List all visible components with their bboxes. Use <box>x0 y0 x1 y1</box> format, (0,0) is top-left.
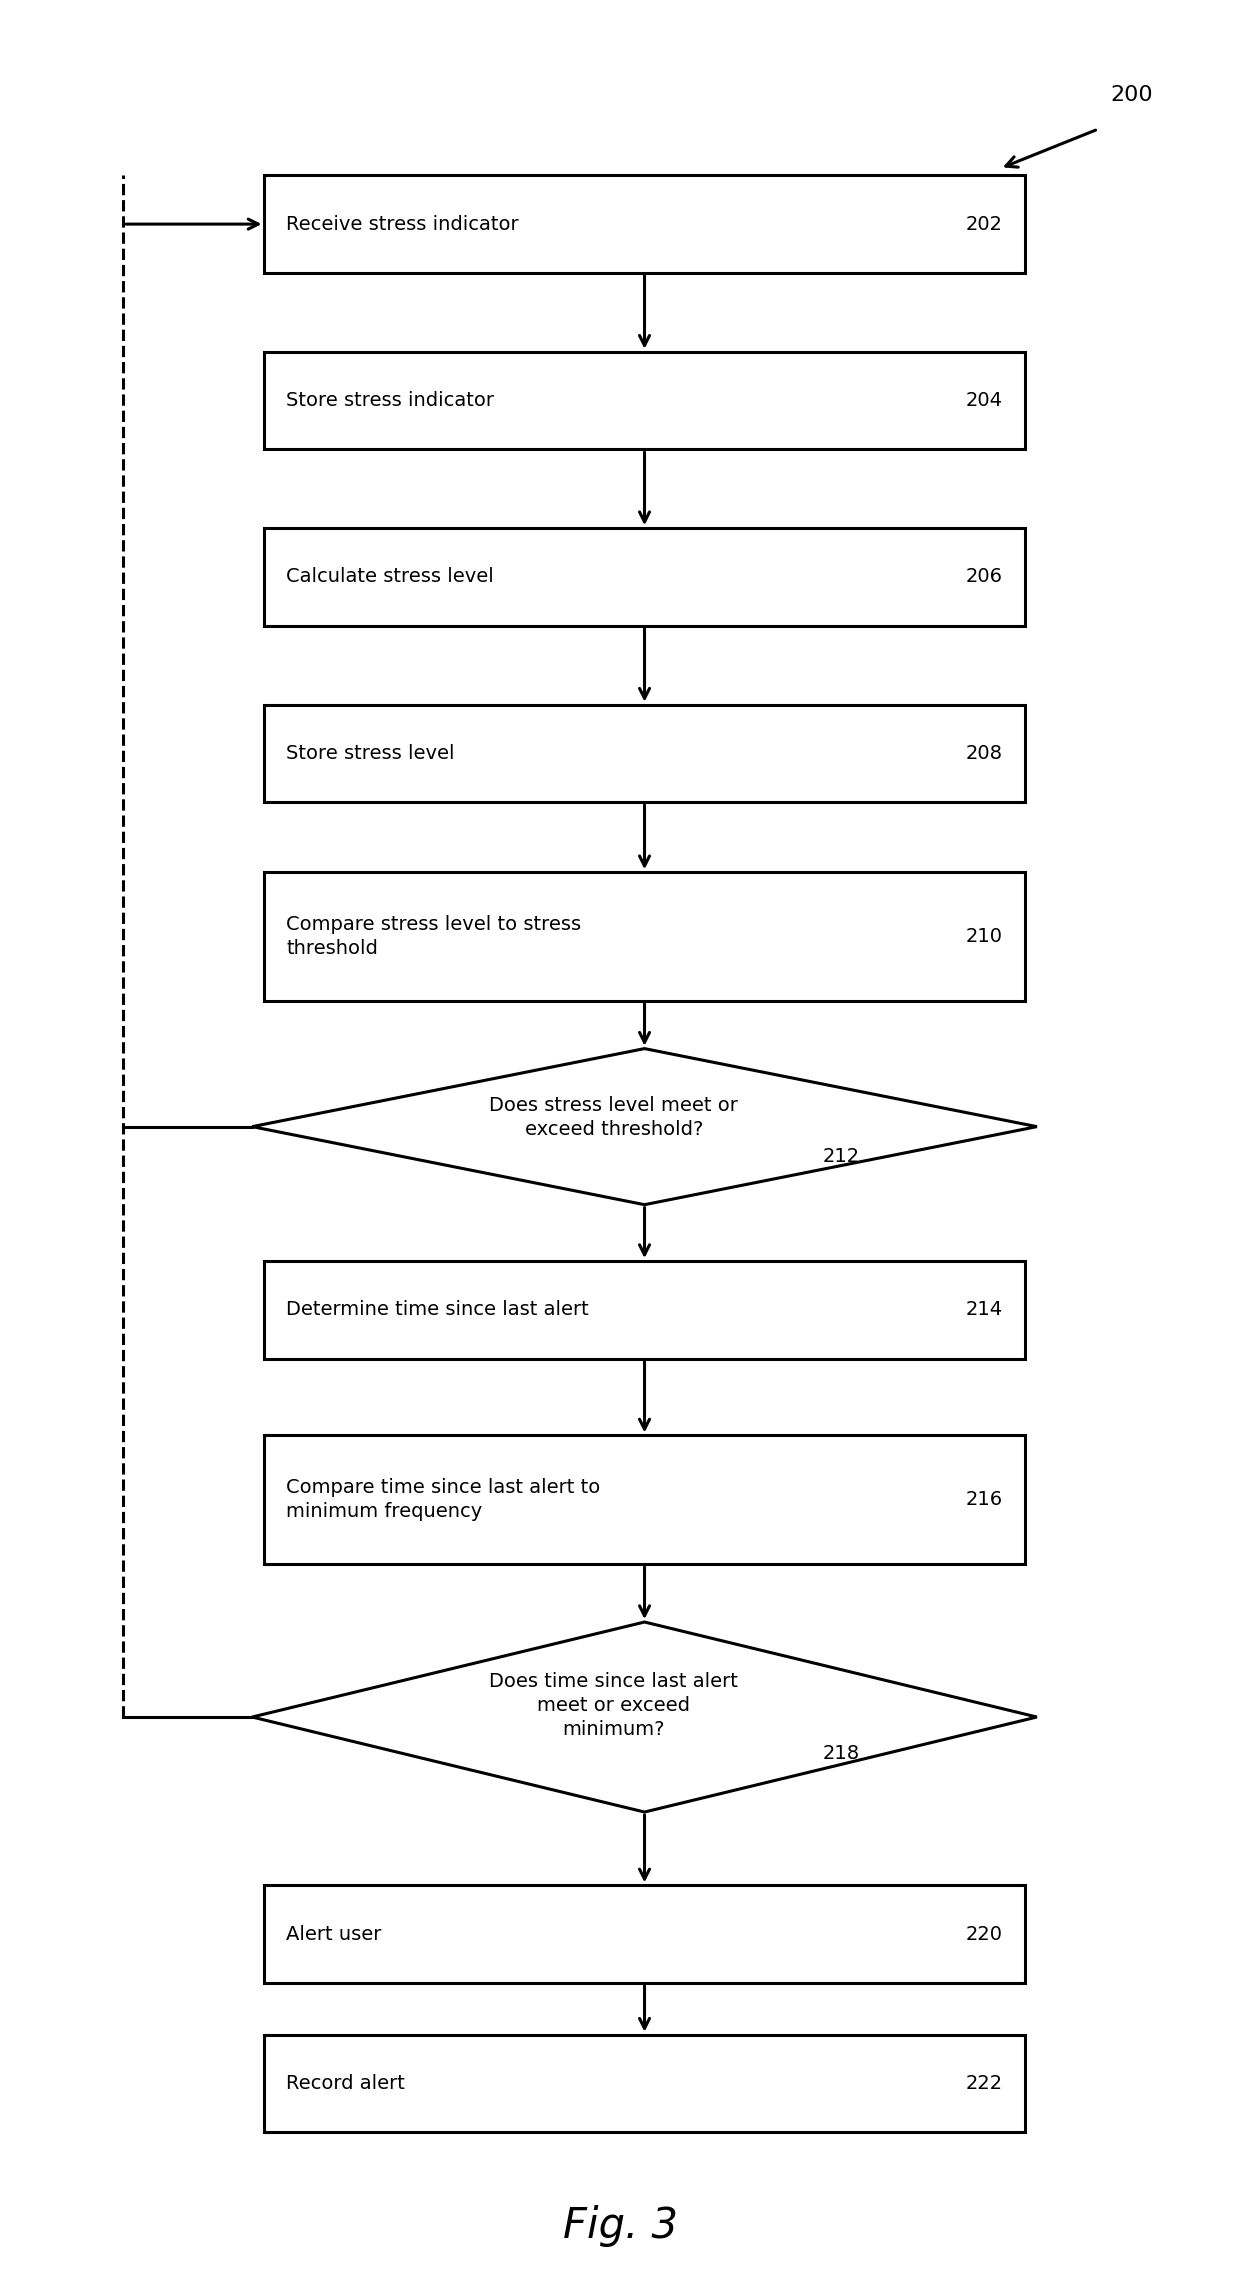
FancyBboxPatch shape <box>264 174 1024 273</box>
Text: Determine time since last alert: Determine time since last alert <box>286 1301 589 1319</box>
Text: 218: 218 <box>822 1743 859 1762</box>
FancyBboxPatch shape <box>264 2035 1024 2133</box>
FancyBboxPatch shape <box>264 528 1024 626</box>
Text: 206: 206 <box>966 567 1003 587</box>
Text: Compare time since last alert to
minimum frequency: Compare time since last alert to minimum… <box>286 1477 600 1521</box>
Polygon shape <box>252 1622 1037 1812</box>
Text: 214: 214 <box>966 1301 1003 1319</box>
Text: Alert user: Alert user <box>286 1925 382 1943</box>
Text: 212: 212 <box>822 1147 859 1165</box>
FancyBboxPatch shape <box>264 1886 1024 1982</box>
FancyBboxPatch shape <box>264 351 1024 450</box>
Text: 210: 210 <box>966 927 1003 945</box>
Text: Store stress level: Store stress level <box>286 743 455 764</box>
Text: Does stress level meet or
exceed threshold?: Does stress level meet or exceed thresho… <box>490 1097 738 1138</box>
Text: 216: 216 <box>966 1491 1003 1509</box>
FancyBboxPatch shape <box>264 704 1024 803</box>
Text: 220: 220 <box>966 1925 1003 1943</box>
Text: Calculate stress level: Calculate stress level <box>286 567 495 587</box>
Text: 204: 204 <box>966 390 1003 411</box>
FancyBboxPatch shape <box>264 872 1024 1000</box>
Text: Does time since last alert
meet or exceed
minimum?: Does time since last alert meet or excee… <box>490 1672 738 1739</box>
Text: 200: 200 <box>1111 85 1153 106</box>
Text: 202: 202 <box>966 216 1003 234</box>
Text: 208: 208 <box>966 743 1003 764</box>
Text: Fig. 3: Fig. 3 <box>563 2205 677 2248</box>
Text: Compare stress level to stress
threshold: Compare stress level to stress threshold <box>286 915 582 959</box>
Polygon shape <box>252 1048 1037 1204</box>
Text: 222: 222 <box>966 2074 1003 2092</box>
FancyBboxPatch shape <box>264 1436 1024 1565</box>
Text: Record alert: Record alert <box>286 2074 405 2092</box>
FancyBboxPatch shape <box>264 1262 1024 1358</box>
Text: Receive stress indicator: Receive stress indicator <box>286 216 520 234</box>
Text: Store stress indicator: Store stress indicator <box>286 390 495 411</box>
